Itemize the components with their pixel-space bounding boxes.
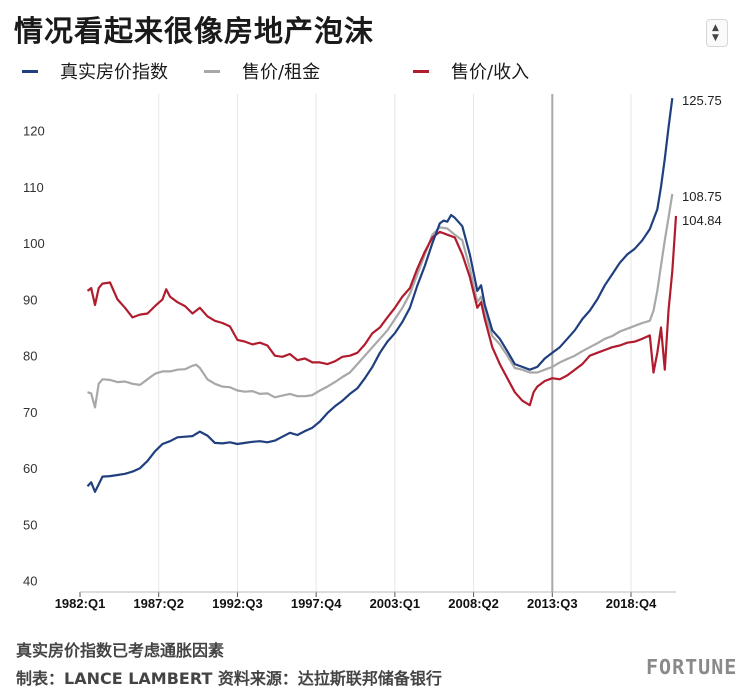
series-line	[86, 98, 674, 493]
y-tick-label: 70	[23, 405, 37, 420]
end-labels: 125.75 108.75 104.84	[682, 93, 722, 228]
series-lines	[86, 98, 678, 493]
legend-swatch	[22, 69, 38, 73]
fortune-logo: FORTUNE	[646, 655, 738, 679]
legend-label: 真实房价指数	[60, 62, 168, 83]
y-tick-label: 40	[23, 574, 37, 589]
series-line	[86, 215, 678, 407]
end-value-label: 104.84	[682, 213, 722, 228]
x-tick-label: 2018:Q4	[606, 596, 657, 611]
x-tick-label: 2003:Q1	[370, 596, 421, 611]
arrow-up-icon[interactable]: ▲	[712, 23, 719, 33]
y-tick-label: 80	[23, 349, 37, 364]
x-tick-label: 1992:Q3	[212, 596, 263, 611]
end-value-label: 125.75	[682, 93, 722, 108]
legend-label: 售价/收入	[451, 62, 530, 83]
y-tick-label: 50	[23, 517, 37, 532]
x-tick-labels: 1982:Q1 1987:Q2 1992:Q3 1997:Q4 2003:Q1 2008:…	[55, 596, 657, 611]
legend-item-real-price: 真实房价指数	[22, 58, 168, 84]
chart-source: 制表：LANCE LAMBERT 资料来源：达拉斯联邦储备银行	[16, 669, 442, 688]
series-line	[87, 193, 674, 409]
page-title: 情况看起来很像房地产泡沫	[14, 14, 375, 48]
y-tick-labels: 40 50 60 70 80 90 100 110 120	[23, 124, 45, 589]
y-tick-label: 60	[23, 461, 37, 476]
legend-item-price-income: 售价/收入	[413, 58, 529, 84]
line-chart: 40 50 60 70 80 90 100 110 120 1982:Q1 1987:Q2 1992…	[23, 93, 722, 611]
gridlines	[79, 94, 676, 597]
y-tick-label: 120	[23, 124, 45, 139]
x-tick-label: 2013:Q3	[527, 596, 578, 611]
end-value-label: 108.75	[682, 189, 722, 204]
scroll-control[interactable]: ▲ ▼	[706, 19, 728, 47]
chart-note: 真实房价指数已考虑通胀因素	[16, 641, 225, 660]
legend: 真实房价指数 售价/租金 售价/收入	[0, 58, 749, 84]
legend-swatch	[413, 69, 429, 73]
x-tick-label: 1987:Q2	[133, 596, 184, 611]
y-tick-label: 90	[23, 292, 37, 307]
y-tick-label: 110	[23, 180, 44, 195]
x-tick-label: 2008:Q2	[448, 596, 499, 611]
legend-swatch	[204, 69, 220, 73]
legend-label: 售价/租金	[242, 62, 321, 83]
x-tick-label: 1982:Q1	[55, 596, 106, 611]
x-tick-label: 1997:Q4	[291, 596, 342, 611]
arrow-down-icon[interactable]: ▼	[712, 33, 719, 43]
y-tick-label: 100	[23, 236, 45, 251]
legend-item-price-rent: 售价/租金	[204, 58, 320, 84]
